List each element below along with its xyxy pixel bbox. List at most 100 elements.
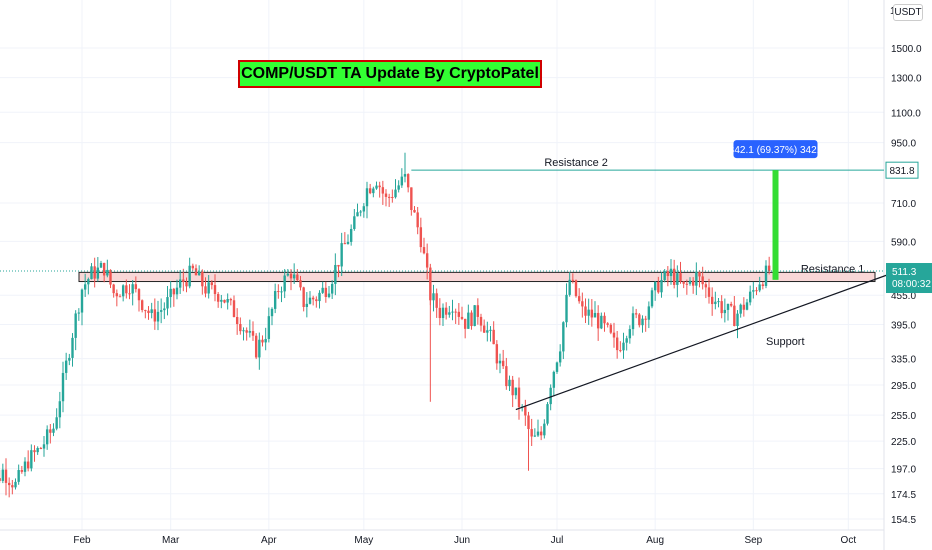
- candle-body: [378, 185, 381, 188]
- candle-body: [514, 387, 518, 396]
- candle-body: [87, 279, 90, 285]
- candle-body: [634, 313, 638, 315]
- candle-body: [736, 313, 739, 327]
- candle-body: [584, 306, 587, 316]
- candle-body: [593, 312, 597, 318]
- candle-body: [39, 448, 43, 450]
- candle-body: [742, 304, 746, 310]
- candle-body: [277, 291, 280, 293]
- candle-body: [596, 312, 600, 329]
- candle-body: [321, 287, 324, 293]
- candle-body: [726, 303, 730, 310]
- candle-body: [384, 193, 388, 197]
- candle-body: [479, 316, 483, 326]
- candle-body: [216, 294, 220, 302]
- candle-body: [153, 309, 157, 322]
- candle-body: [159, 310, 163, 312]
- candle-body: [4, 469, 8, 483]
- candle-body: [631, 313, 635, 330]
- candle-body: [90, 266, 93, 280]
- candle-body: [562, 322, 565, 352]
- candle-body: [33, 450, 36, 453]
- candle-body: [495, 344, 499, 364]
- candle-body: [96, 267, 100, 279]
- candle-body: [334, 264, 337, 284]
- candle-body: [112, 284, 115, 294]
- candle-body: [571, 279, 575, 281]
- candle-body: [55, 417, 58, 429]
- candle-body: [549, 387, 552, 405]
- candle-body: [647, 306, 651, 320]
- candle-body: [201, 271, 204, 287]
- candle-body: [752, 290, 755, 292]
- candle-body: [710, 296, 714, 305]
- candle-body: [486, 330, 489, 333]
- candle-body: [400, 176, 404, 186]
- candle-body: [761, 284, 765, 286]
- candle-body: [701, 276, 704, 285]
- candle-body: [609, 324, 613, 333]
- candle-body: [185, 282, 188, 287]
- y-tick-label: 295.0: [891, 381, 916, 392]
- candle-body: [717, 301, 720, 303]
- y-tick-label: 1300.0: [891, 74, 922, 85]
- candle-body: [448, 312, 451, 315]
- candle-body: [533, 435, 537, 437]
- candle-body: [14, 481, 17, 488]
- candle-body: [470, 312, 473, 327]
- candle-body: [476, 305, 480, 317]
- resistance-1-label: Resistance 1: [801, 263, 865, 275]
- candle-body: [74, 313, 77, 338]
- candle-body: [432, 293, 435, 301]
- candle-body: [311, 297, 315, 300]
- candle-body: [698, 271, 701, 277]
- candle-body: [748, 291, 752, 303]
- x-tick-label: Mar: [162, 535, 180, 546]
- candle-body: [340, 243, 343, 267]
- y-tick-label: 1100.0: [891, 108, 921, 119]
- candle-body: [267, 316, 271, 339]
- candle-body: [106, 269, 109, 276]
- candle-body: [289, 273, 293, 279]
- candle-body: [99, 262, 103, 268]
- current-price-text: 511.3: [892, 267, 917, 278]
- candle-body: [438, 307, 442, 319]
- y-tick-label: 255.0: [891, 411, 916, 422]
- candle-body: [318, 292, 321, 302]
- candle-body: [68, 357, 71, 361]
- x-tick-label: Sep: [744, 535, 762, 546]
- candle-body: [714, 301, 717, 305]
- candle-body: [663, 271, 666, 281]
- candle-body: [283, 275, 286, 292]
- chart-title: COMP/USDT TA Update By CryptoPatel: [238, 60, 542, 88]
- candle-body: [26, 461, 30, 469]
- currency-unit-button[interactable]: USDT: [893, 4, 923, 21]
- candle-body: [71, 337, 74, 358]
- candle-body: [128, 293, 131, 295]
- candle-body: [625, 338, 628, 343]
- candle-body: [248, 331, 252, 333]
- candle-body: [258, 339, 261, 358]
- candle-body: [194, 268, 198, 276]
- candle-body: [590, 309, 594, 318]
- candle-body: [324, 287, 328, 297]
- candle-body: [394, 189, 397, 198]
- candle-body: [30, 450, 33, 469]
- candle-body: [178, 279, 182, 288]
- candle-body: [254, 335, 258, 358]
- candle-body: [406, 174, 410, 188]
- y-tick-label: 395.0: [891, 320, 916, 331]
- candle-body: [767, 265, 771, 272]
- candle-body: [134, 284, 138, 290]
- candle-body: [264, 338, 267, 343]
- candle-body: [11, 485, 14, 488]
- candle-body: [220, 299, 223, 302]
- candle-body: [353, 216, 356, 229]
- candle-body: [182, 279, 185, 283]
- candle-body: [501, 360, 505, 367]
- candle-body: [163, 308, 166, 311]
- candle-body: [343, 243, 347, 245]
- candle-body: [606, 323, 609, 325]
- candle-body: [539, 431, 543, 436]
